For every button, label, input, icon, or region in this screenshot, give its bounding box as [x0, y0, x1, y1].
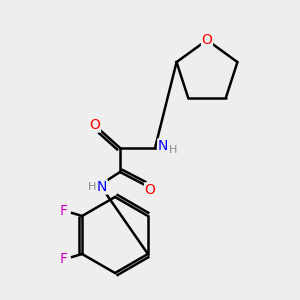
Text: F: F [60, 204, 68, 218]
Text: N: N [97, 180, 107, 194]
Text: F: F [60, 252, 68, 266]
Text: O: O [145, 183, 155, 197]
Text: H: H [169, 145, 177, 155]
Text: H: H [88, 182, 96, 192]
Text: O: O [90, 118, 101, 132]
Text: O: O [202, 33, 212, 47]
Text: N: N [158, 139, 168, 153]
